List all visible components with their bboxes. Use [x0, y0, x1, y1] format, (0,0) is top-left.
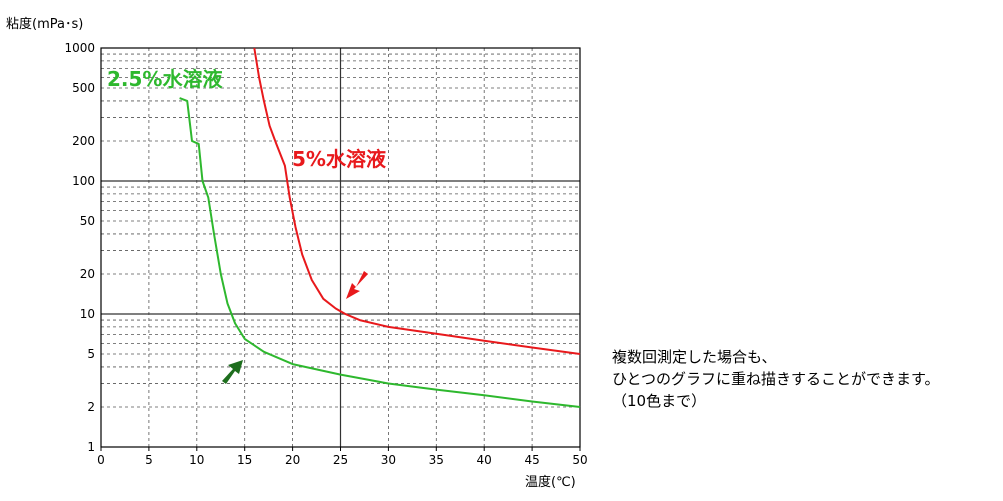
x-tick-label: 40 — [477, 453, 492, 467]
x-tick-label: 35 — [429, 453, 444, 467]
green-arrow-icon — [222, 360, 243, 384]
y-tick-label: 5 — [87, 347, 95, 361]
y-tick-label: 10 — [80, 307, 95, 321]
x-tick-label: 10 — [189, 453, 204, 467]
x-tick-label: 15 — [237, 453, 252, 467]
note-line-2: ひとつのグラフに重ね描きすることができます。 — [612, 370, 940, 388]
y-tick-label: 200 — [72, 134, 95, 148]
x-tick-label: 25 — [333, 453, 348, 467]
series-label-2-5-percent: 2.5%水溶液 — [107, 67, 223, 91]
red-arrow-icon — [346, 271, 368, 299]
y-tick-label: 50 — [80, 214, 95, 228]
x-tick-label: 45 — [524, 453, 539, 467]
chart-series — [179, 47, 581, 408]
x-tick-label: 0 — [97, 453, 105, 467]
series-label-5-percent: 5%水溶液 — [292, 147, 387, 171]
chart-grid — [100, 47, 581, 448]
y-tick-label: 500 — [72, 81, 95, 95]
y-tick-label: 100 — [72, 174, 95, 188]
y-tick-label: 1 — [87, 440, 95, 454]
multi-measurement-note: 複数回測定した場合も、 ひとつのグラフに重ね描きすることができます。 （10色ま… — [612, 346, 939, 412]
series-line-5-percent — [253, 47, 581, 355]
y-axis-title: 粘度(mPa･s) — [6, 16, 83, 32]
x-tick-label: 30 — [381, 453, 396, 467]
chart-ticks: 0 5 10 15 20 25 30 35 40 45 5012510205010020050010… — [64, 41, 587, 467]
x-tick-label: 5 — [145, 453, 153, 467]
x-tick-label: 50 — [572, 453, 587, 467]
y-tick-label: 20 — [80, 267, 95, 281]
note-line-1: 複数回測定した場合も、 — [612, 348, 777, 366]
y-tick-label: 1000 — [64, 41, 95, 55]
x-axis-title: 温度(℃) — [525, 474, 576, 490]
chart-arrows — [222, 271, 368, 384]
series-line-2-5-percent — [179, 97, 581, 408]
y-tick-label: 2 — [87, 400, 95, 414]
x-tick-label: 20 — [285, 453, 300, 467]
note-line-3: （10色まで） — [612, 392, 707, 410]
